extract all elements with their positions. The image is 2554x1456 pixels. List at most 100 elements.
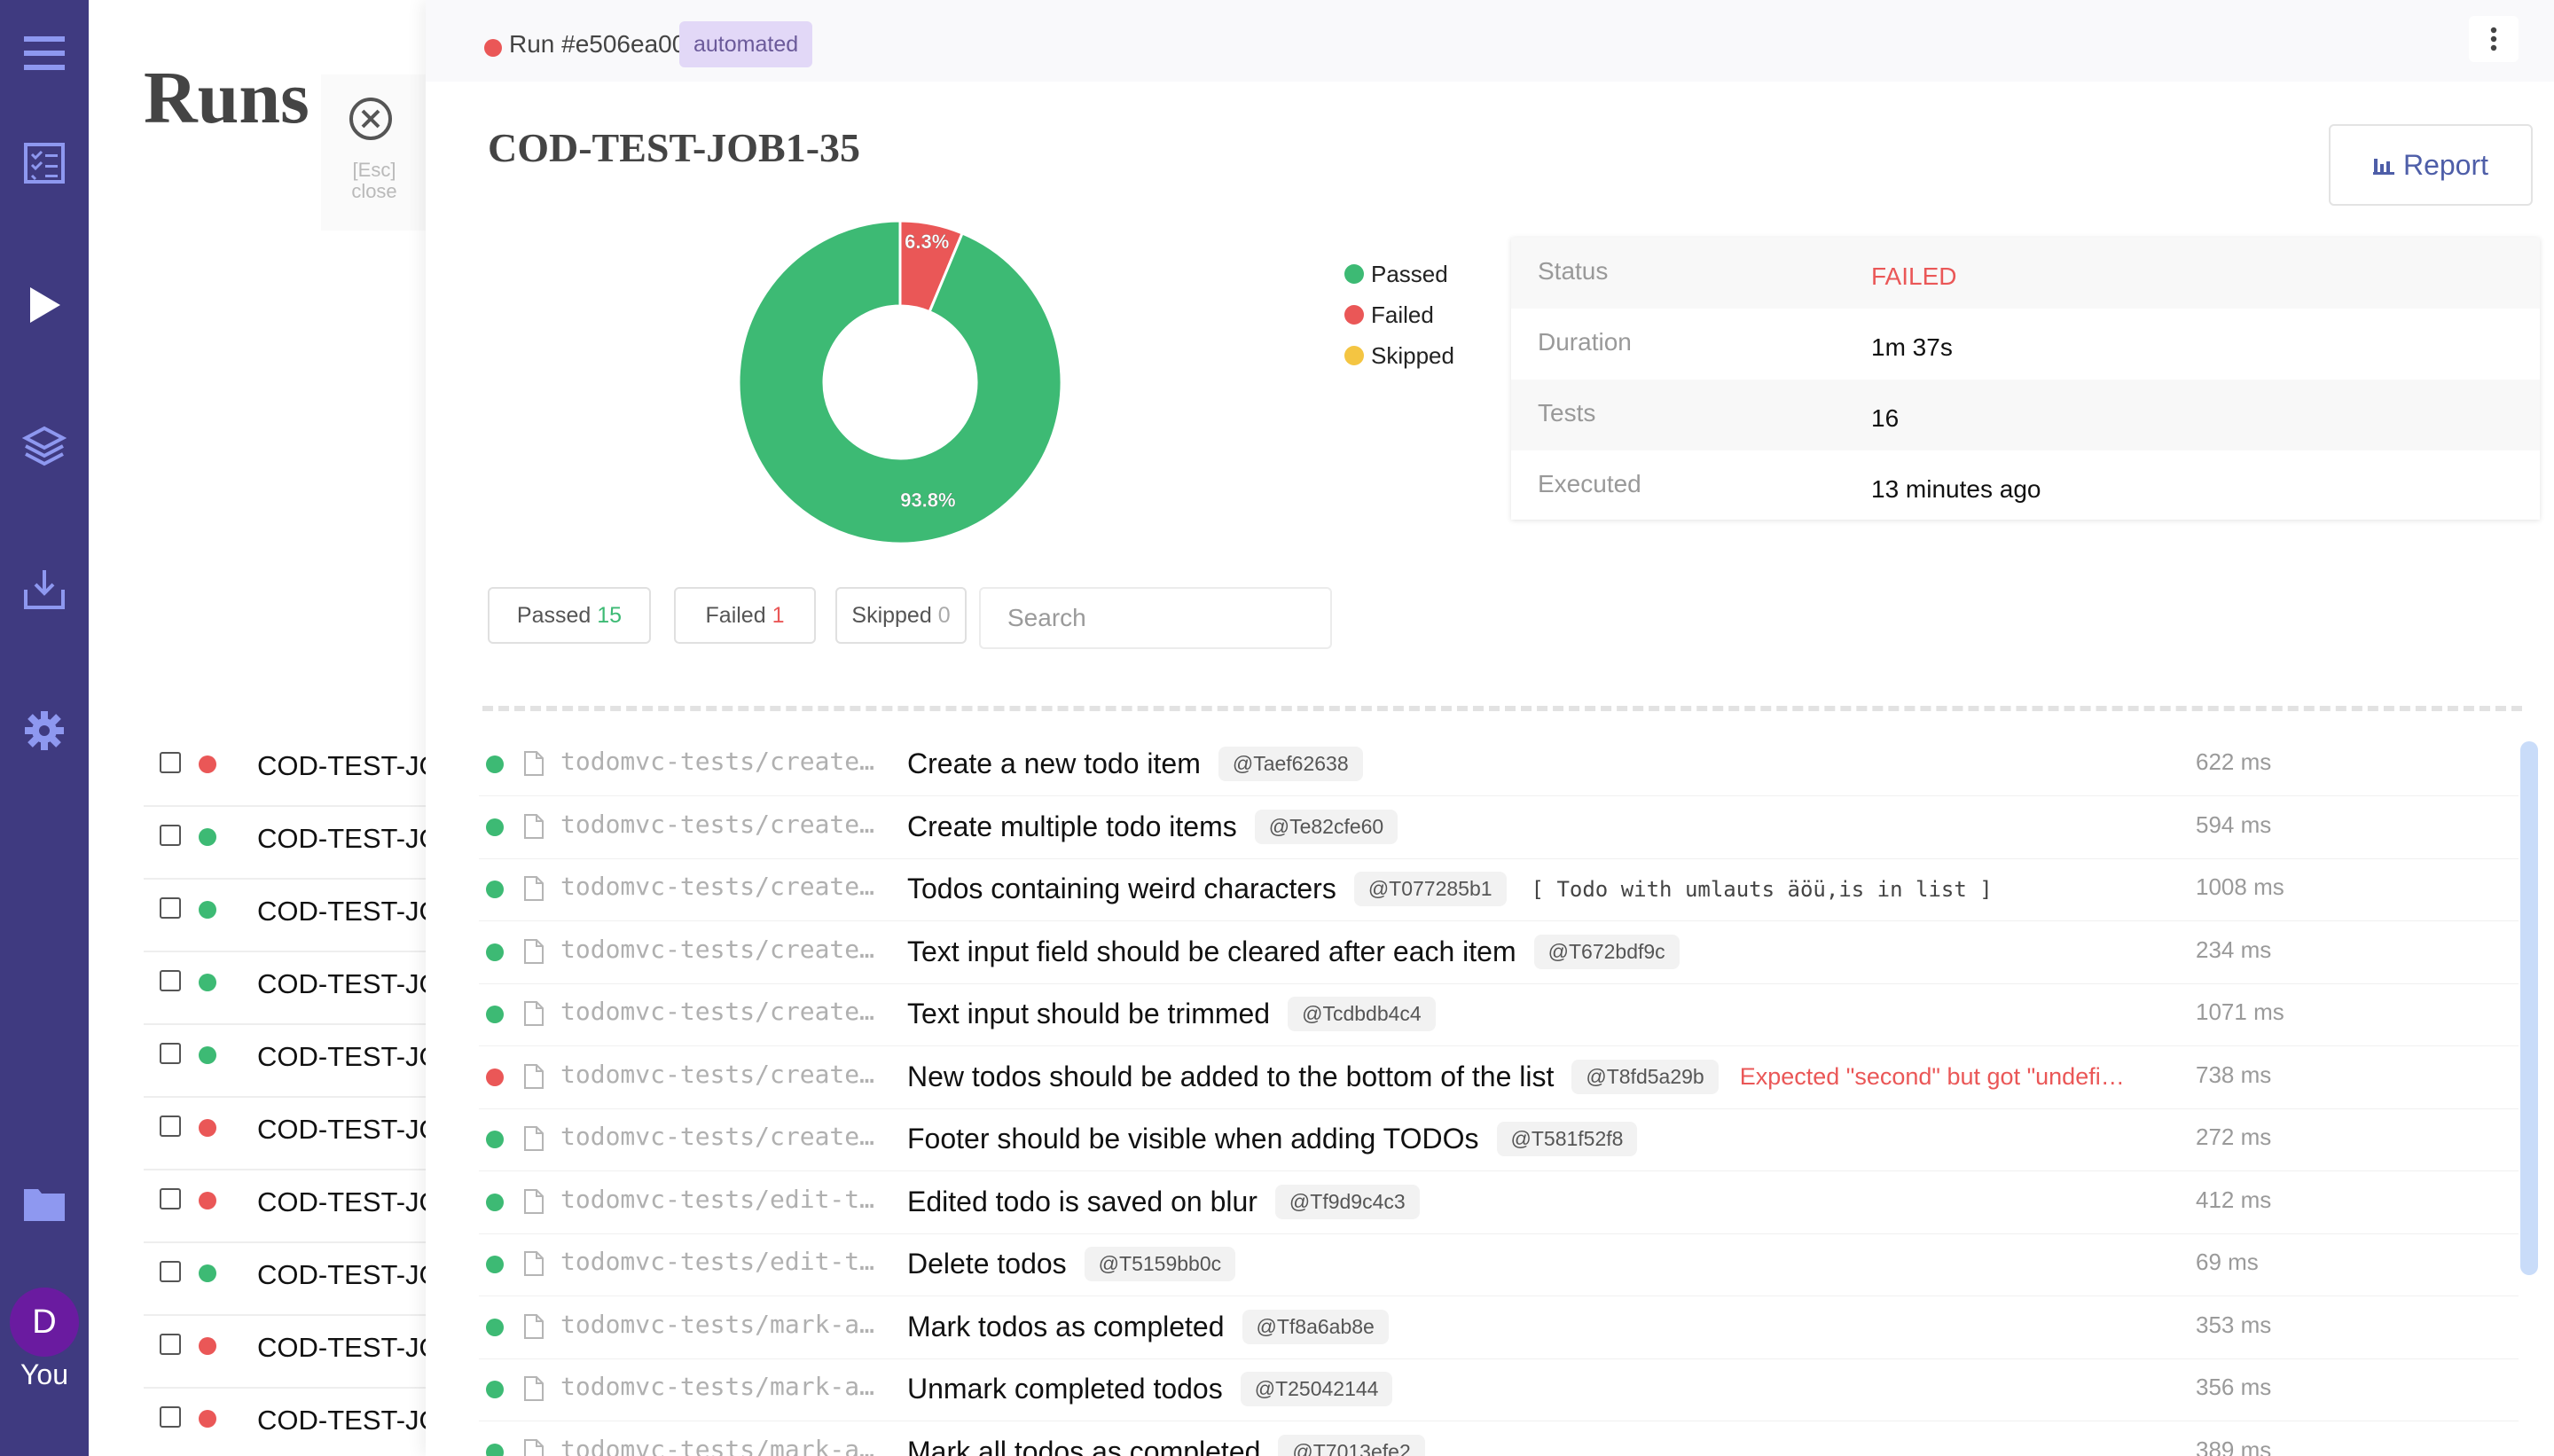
test-id-badge[interactable]: @T8fd5a29b (1571, 1059, 1719, 1094)
test-status-dot (486, 1068, 504, 1086)
search-input[interactable] (979, 587, 1332, 649)
folder-icon[interactable] (20, 1179, 69, 1229)
test-title: Delete todos (907, 1248, 1067, 1280)
status-value: 13 minutes ago (1871, 475, 2041, 503)
file-icon (524, 813, 544, 839)
test-id-badge[interactable]: @Taef62638 (1218, 747, 1363, 781)
run-checkbox[interactable] (160, 1043, 181, 1064)
filter-failed-button[interactable]: Failed 1 (674, 587, 816, 644)
run-row[interactable]: COD-TEST-JOB (144, 1025, 458, 1098)
test-duration: 594 ms (2196, 810, 2272, 838)
legend-swatch (1344, 346, 1364, 365)
test-id-badge[interactable]: @T581f52f8 (1496, 1122, 1638, 1156)
test-status-dot (486, 1006, 504, 1023)
test-status-dot (486, 1443, 504, 1456)
status-row-tests: Tests 16 (1511, 380, 2540, 450)
test-row[interactable]: todomvc-tests/create… Footer should be vi… (479, 1109, 2519, 1171)
legend-item-passed[interactable]: Passed (1344, 254, 1454, 294)
menu-icon[interactable] (20, 28, 69, 78)
scrollbar[interactable] (2520, 741, 2538, 1275)
test-title: Create a new todo item (907, 748, 1201, 779)
run-row[interactable]: COD-TEST-JOB (144, 807, 458, 880)
run-checkbox[interactable] (160, 970, 181, 991)
status-key: Tests (1538, 399, 1596, 427)
test-file-path: todomvc-tests/create… (560, 1122, 875, 1151)
divider (482, 706, 2522, 711)
more-options-button[interactable] (2469, 16, 2519, 62)
test-row[interactable]: todomvc-tests/create… Text input should b… (479, 984, 2519, 1046)
test-id-badge[interactable]: @Te82cfe60 (1254, 809, 1398, 844)
test-id-badge[interactable]: @T5159bb0c (1084, 1247, 1236, 1281)
report-button[interactable]: Report (2329, 124, 2533, 206)
test-title: Mark todos as completed (907, 1310, 1225, 1342)
test-duration: 272 ms (2196, 1123, 2272, 1150)
test-row[interactable]: todomvc-tests/create… Create multiple tod… (479, 797, 2519, 859)
test-id-badge[interactable]: @T077285b1 (1353, 872, 1507, 906)
test-id-badge[interactable]: @Tcdbdb4c4 (1288, 997, 1436, 1031)
test-id-badge[interactable]: @Tf8a6ab8e (1242, 1309, 1389, 1344)
close-panel-button[interactable]: [Esc] close (321, 74, 427, 231)
donut-svg: 6.3% 93.8% (737, 219, 1063, 545)
avatar[interactable]: D (10, 1288, 79, 1357)
run-checkbox[interactable] (160, 1261, 181, 1282)
run-checkbox[interactable] (160, 1188, 181, 1209)
run-name: COD-TEST-JOB (257, 1405, 459, 1436)
test-row[interactable]: todomvc-tests/edit-t… Edited todo is save… (479, 1172, 2519, 1234)
run-name: COD-TEST-JOB (257, 1114, 459, 1145)
donut-slice-passed[interactable] (737, 219, 1063, 545)
file-icon (524, 876, 544, 901)
test-row[interactable]: todomvc-tests/create… New todos should be… (479, 1047, 2519, 1109)
donut-label-passed: 93.8% (900, 489, 955, 512)
checklist-icon[interactable] (20, 138, 69, 188)
run-status-dot (199, 1264, 216, 1282)
run-checkbox[interactable] (160, 1406, 181, 1428)
run-title: COD-TEST-JOB1-35 (488, 125, 861, 170)
test-row[interactable]: todomvc-tests/mark-a… Unmark completed to… (479, 1359, 2519, 1421)
run-checkbox[interactable] (160, 825, 181, 846)
test-file-path: todomvc-tests/create… (560, 997, 875, 1026)
run-checkbox[interactable] (160, 752, 181, 773)
legend-label: Passed (1371, 260, 1448, 287)
test-file-path: todomvc-tests/mark-a… (560, 1434, 875, 1456)
test-row[interactable]: todomvc-tests/mark-a… Mark all todos as c… (479, 1422, 2519, 1456)
run-row[interactable]: COD-TEST-JOB (144, 1098, 458, 1170)
run-checkbox[interactable] (160, 897, 181, 919)
close-label: close (351, 180, 397, 202)
legend-item-failed[interactable]: Failed (1344, 294, 1454, 335)
test-row[interactable]: todomvc-tests/create… Todos containing we… (479, 859, 2519, 921)
test-id-badge[interactable]: @Tf9d9c4c3 (1274, 1184, 1420, 1219)
run-row[interactable]: COD-TEST-JOB (144, 1389, 458, 1456)
run-status-table: Status FAILED Duration 1m 37s Tests 16 Execute… (1511, 238, 2540, 520)
layers-icon[interactable] (20, 422, 69, 472)
run-row[interactable]: COD-TEST-JOB (144, 734, 458, 807)
test-id-badge[interactable]: @T7013efe2 (1278, 1434, 1425, 1456)
test-row[interactable]: todomvc-tests/edit-t… Delete todos @T5159b… (479, 1234, 2519, 1296)
run-row[interactable]: COD-TEST-JOB (144, 1170, 458, 1243)
play-icon[interactable] (20, 280, 69, 330)
file-icon (524, 1063, 544, 1089)
test-id-badge[interactable]: @T25042144 (1240, 1372, 1393, 1406)
run-row[interactable]: COD-TEST-JOB (144, 1316, 458, 1389)
gear-icon[interactable] (20, 706, 69, 755)
test-row[interactable]: todomvc-tests/create… Create a new todo i… (479, 734, 2519, 796)
run-name: COD-TEST-JOB (257, 896, 459, 927)
test-file-path: todomvc-tests/mark-a… (560, 1309, 875, 1339)
test-row[interactable]: todomvc-tests/create… Text input field sh… (479, 922, 2519, 984)
status-value: 1m 37s (1871, 333, 1953, 361)
run-row[interactable]: COD-TEST-JOB (144, 952, 458, 1025)
panel-topbar: Run #e506ea00 automated (426, 0, 2554, 82)
legend-item-skipped[interactable]: Skipped (1344, 335, 1454, 376)
run-checkbox[interactable] (160, 1115, 181, 1137)
test-row[interactable]: todomvc-tests/mark-a… Mark todos as compl… (479, 1297, 2519, 1359)
run-detail-panel: Run #e506ea00 automated COD-TEST-JOB1-35… (426, 0, 2554, 1456)
filter-skipped-button[interactable]: Skipped 0 (835, 587, 967, 644)
file-icon (524, 1126, 544, 1151)
run-row[interactable]: COD-TEST-JOB (144, 1243, 458, 1316)
test-file-path: todomvc-tests/create… (560, 872, 875, 901)
run-row[interactable]: COD-TEST-JOB (144, 880, 458, 952)
legend-label: Failed (1371, 301, 1434, 328)
filter-passed-button[interactable]: Passed 15 (488, 587, 651, 644)
download-icon[interactable] (20, 564, 69, 614)
run-checkbox[interactable] (160, 1334, 181, 1355)
test-id-badge[interactable]: @T672bdf9c (1533, 934, 1680, 969)
